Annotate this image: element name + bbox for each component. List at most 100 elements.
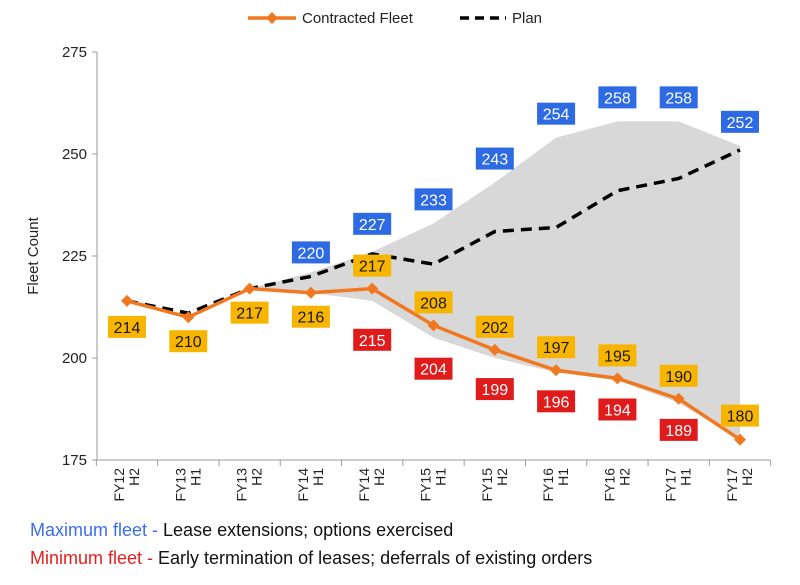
contracted-fleet-marker	[734, 433, 746, 446]
contracted-fleet-label-text: 180	[727, 409, 754, 426]
x-tick-label: FY15 H2	[479, 468, 510, 502]
contracted-fleet-label-text: 216	[298, 310, 325, 327]
contracted-fleet-marker	[121, 294, 133, 307]
x-tick-label: FY14 H1	[295, 468, 326, 502]
x-tick-label-year: FY16	[601, 468, 617, 502]
contracted-fleet-label-text: 190	[665, 369, 692, 386]
min-fleet-label-box	[414, 357, 453, 380]
min-fleet-label-box	[353, 328, 392, 351]
data-labels: 214 210 217 216 217 208 202 197 195 190 180 220 227 2…	[108, 86, 759, 441]
min-fleet-label: 196	[537, 390, 576, 413]
max-fleet-label: 252	[721, 110, 759, 133]
x-tick-label-half: H2	[616, 468, 632, 486]
x-tick-label-year: FY14	[356, 468, 372, 502]
max-fleet-label-text: 252	[727, 115, 754, 132]
footnote-min-text: Early termination of leases; deferrals o…	[153, 548, 593, 568]
footnote-min-label: Minimum fleet -	[30, 548, 154, 568]
min-fleet-label-text: 194	[604, 402, 631, 419]
x-tick-label-year: FY17	[724, 468, 740, 502]
max-fleet-label-text: 254	[543, 107, 570, 124]
contracted-fleet-label: 217	[230, 301, 269, 324]
max-fleet-label-text: 233	[420, 192, 447, 209]
min-fleet-label: 194	[598, 398, 637, 421]
contracted-fleet-label-box	[537, 336, 576, 359]
contracted-fleet-label-box	[659, 364, 698, 387]
contracted-fleet-label: 197	[537, 336, 576, 359]
x-tick-label-year: FY16	[540, 468, 556, 502]
y-tick-label: 175	[62, 452, 87, 469]
contracted-fleet-label-box	[598, 344, 637, 367]
contracted-fleet-label: 217	[353, 254, 392, 277]
max-fleet-label: 243	[475, 147, 514, 170]
x-tick-label: FY14 H2	[356, 468, 387, 502]
max-fleet-label-box	[659, 86, 698, 109]
min-fleet-label-text: 215	[359, 333, 386, 350]
contracted-fleet-label-box	[108, 315, 146, 338]
contracted-fleet-label: 202	[475, 315, 514, 338]
contracted-fleet-label-box	[230, 301, 269, 324]
footnote-min: Minimum fleet - Early termination of lea…	[30, 548, 592, 569]
contracted-fleet-label: 216	[291, 305, 330, 328]
max-fleet-label: 258	[659, 86, 698, 109]
contracted-fleet-marker	[427, 319, 440, 332]
contracted-fleet-marker	[366, 282, 379, 295]
min-fleet-label: 189	[659, 418, 698, 441]
max-fleet-label: 220	[291, 241, 330, 264]
x-tick-label: FY17 H2	[724, 468, 755, 502]
contracted-fleet-label: 180	[721, 404, 759, 427]
legend-contracted-label: Contracted Fleet	[302, 10, 414, 27]
contracted-fleet-marker	[304, 286, 317, 299]
min-fleet-label: 199	[475, 378, 514, 401]
max-fleet-label-text: 258	[665, 90, 692, 107]
x-tick-label-year: FY12	[111, 468, 127, 502]
y-tick-label: 250	[62, 146, 87, 163]
contracted-fleet-label-text: 195	[604, 348, 631, 365]
contracted-fleet-label: 214	[108, 315, 146, 338]
max-fleet-label: 254	[537, 102, 576, 125]
x-tick-label-half: H1	[433, 468, 449, 486]
contracted-fleet-label-box	[169, 330, 208, 353]
x-tick-label-half: H1	[310, 468, 326, 486]
x-tick-label-half: H2	[494, 468, 510, 486]
y-tick-label: 275	[62, 44, 87, 61]
contracted-fleet-label-box	[414, 291, 453, 314]
x-tick-label-year: FY13	[172, 468, 188, 502]
min-fleet-label-box	[659, 418, 698, 441]
contracted-fleet-label: 210	[169, 330, 208, 353]
max-fleet-label-text: 243	[481, 152, 508, 169]
x-tick-label: FY12 H2	[111, 468, 142, 502]
x-tick-label-year: FY15	[479, 468, 495, 502]
series-layer	[121, 148, 746, 446]
min-fleet-label-box	[475, 378, 514, 401]
x-tick-label-half: H1	[678, 468, 694, 486]
x-tick-label: FY17 H1	[663, 468, 694, 502]
max-fleet-label: 227	[353, 212, 392, 235]
x-tick-label: FY16 H1	[540, 468, 571, 502]
contracted-fleet-label-box	[291, 305, 330, 328]
max-fleet-label-box	[537, 102, 576, 125]
x-tick-label-year: FY15	[418, 468, 434, 502]
contracted-fleet-label: 195	[598, 344, 637, 367]
plan-line	[126, 148, 741, 315]
min-fleet-label-text: 199	[481, 382, 508, 399]
max-fleet-label: 258	[598, 86, 637, 109]
x-tick-label-year: FY17	[663, 468, 679, 502]
contracted-fleet-label-text: 197	[543, 340, 570, 357]
max-fleet-label-box	[353, 212, 392, 235]
min-fleet-label: 204	[414, 357, 453, 380]
contracted-fleet-marker	[550, 364, 563, 377]
max-fleet-label-box	[475, 147, 514, 170]
contracted-fleet-label-box	[353, 254, 392, 277]
min-fleet-label: 215	[353, 328, 392, 351]
legend: Contracted Fleet Plan	[248, 10, 542, 27]
min-fleet-label-text: 196	[543, 394, 570, 411]
footnote-max-text: Lease extensions; options exercised	[158, 520, 454, 540]
x-tick-label: FY15 H1	[418, 468, 449, 502]
contracted-fleet-label-text: 202	[481, 320, 508, 337]
x-tick-label: FY13 H1	[172, 468, 203, 502]
contracted-fleet-marker	[243, 282, 256, 295]
contracted-fleet-marker	[611, 372, 624, 385]
x-tick-label: FY16 H2	[601, 468, 632, 502]
max-fleet-label-box	[598, 86, 637, 109]
